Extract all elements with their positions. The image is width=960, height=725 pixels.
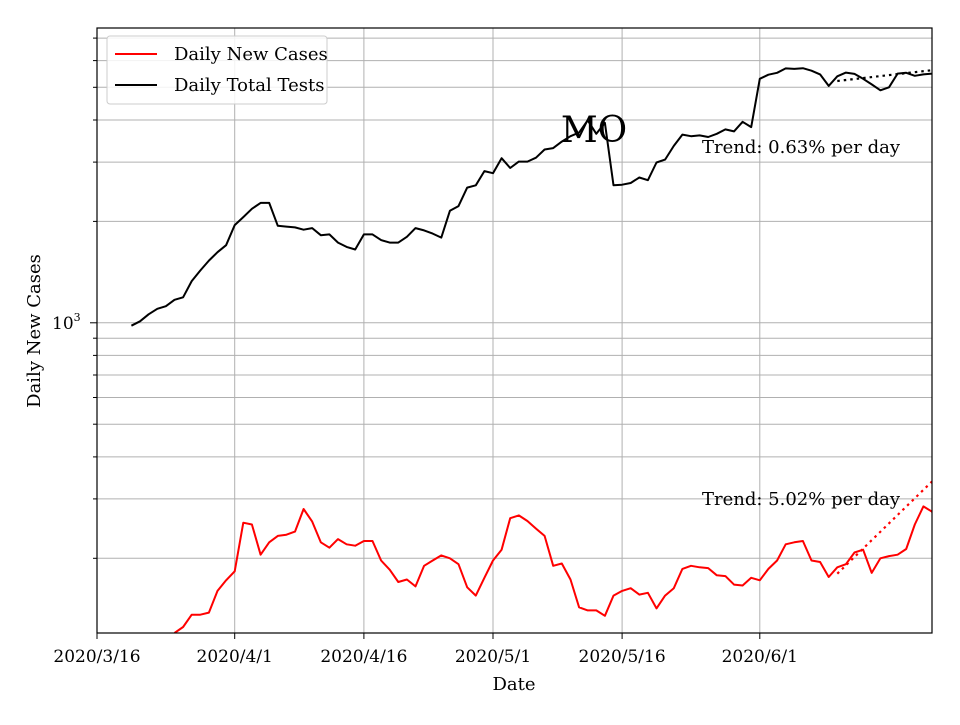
- chart-title: MO: [561, 110, 627, 151]
- x-axis-label: Date: [492, 674, 535, 695]
- x-tick-label: 2020/6/1: [722, 647, 798, 667]
- trend-label-tests: Trend: 0.63% per day: [702, 137, 901, 158]
- x-tick-label: 2020/5/1: [455, 647, 531, 667]
- series-line-cases: [175, 457, 960, 633]
- y-axis-label: Daily New Cases: [24, 254, 45, 408]
- legend-label-cases: Daily New Cases: [174, 44, 328, 65]
- series-line-tests: [131, 67, 949, 326]
- x-ticks: 2020/3/16 2020/4/1 2020/4/16 2020/5/1 2020/5…: [53, 633, 798, 667]
- x-tick-label: 2020/3/16: [53, 647, 140, 667]
- legend-label-tests: Daily Total Tests: [174, 75, 324, 96]
- trend-label-cases: Trend: 5.02% per day: [702, 489, 901, 510]
- y-tick-label: 103: [52, 311, 81, 334]
- x-tick-label: 2020/5/16: [579, 647, 666, 667]
- y-tick-label-exponent: 3: [74, 311, 81, 324]
- grid-lines: [97, 28, 932, 633]
- x-tick-label: 2020/4/16: [320, 647, 407, 667]
- x-tick-label: 2020/4/1: [197, 647, 273, 667]
- legend: Daily New Cases Daily Total Tests: [107, 36, 328, 104]
- plot-frame: [97, 28, 932, 633]
- y-ticks: 103: [52, 38, 97, 558]
